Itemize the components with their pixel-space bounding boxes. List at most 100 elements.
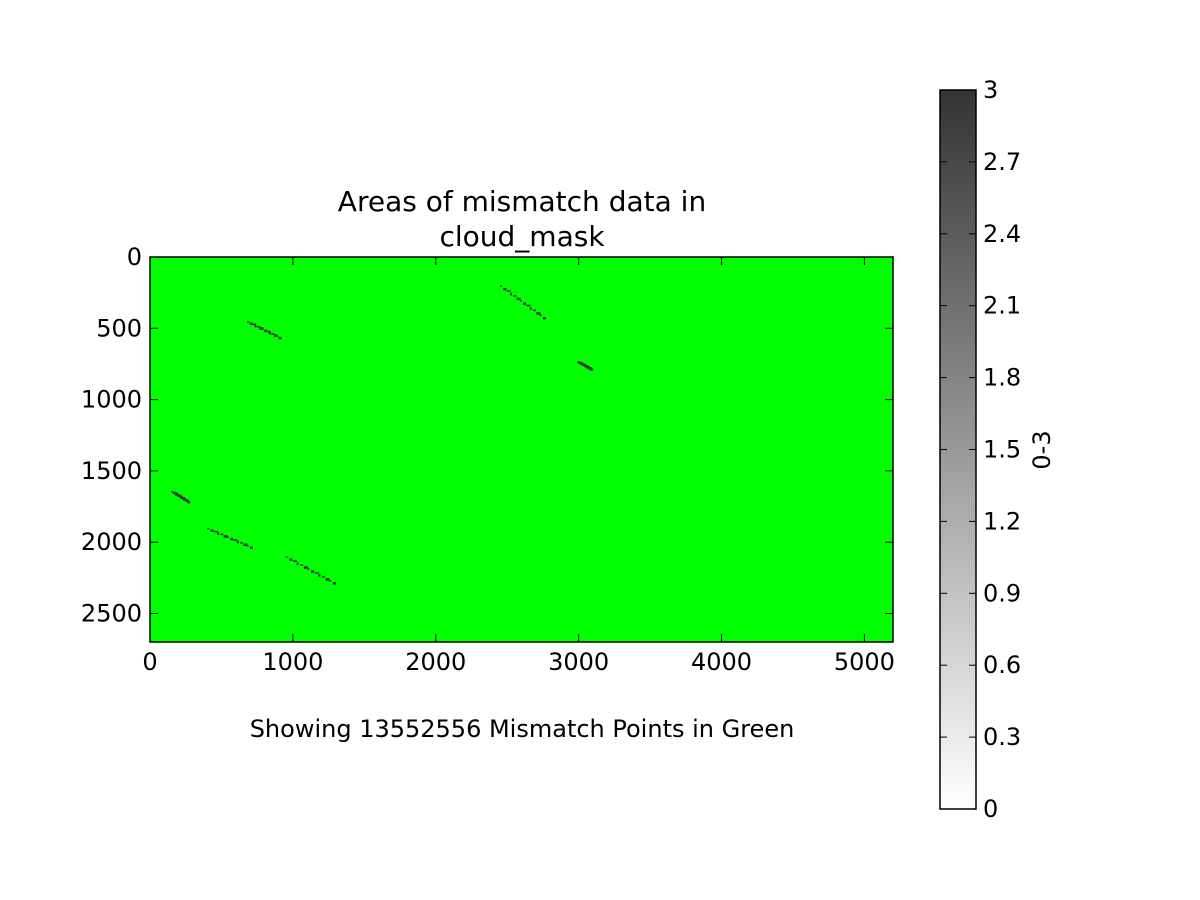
colorbar-tick-label: 0.3 bbox=[983, 723, 1021, 751]
cloud-speck bbox=[247, 321, 250, 323]
cloud-speck bbox=[246, 545, 249, 547]
cloud-speck bbox=[325, 578, 330, 581]
cloud-speck bbox=[526, 304, 531, 307]
y-tick-label: 0 bbox=[127, 243, 142, 271]
cloud-speck bbox=[303, 566, 308, 569]
cloud-speck bbox=[240, 542, 244, 544]
cloud-speck bbox=[207, 527, 210, 530]
cloud-region-cloud-streak-lower-2 bbox=[285, 556, 336, 585]
cloud-speck bbox=[252, 323, 256, 326]
cloud-speck bbox=[213, 530, 218, 533]
chart-title-line-1: Areas of mismatch data in bbox=[338, 185, 706, 218]
cloud-speck bbox=[273, 334, 278, 337]
cloud-speck bbox=[533, 309, 536, 312]
x-tick-label: 3000 bbox=[548, 648, 609, 676]
cloud-speck bbox=[296, 562, 299, 565]
cloud-speck bbox=[519, 300, 522, 302]
cloud-speck bbox=[510, 292, 512, 296]
cloud-speck bbox=[318, 574, 321, 577]
colorbar-label: 0-3 bbox=[1028, 430, 1056, 469]
cloud-speck bbox=[311, 570, 315, 573]
cloud-region-cloud-patch-top bbox=[500, 285, 546, 320]
cloud-speck bbox=[187, 500, 191, 504]
cloud-speck bbox=[500, 285, 503, 287]
cloud-speck bbox=[268, 332, 271, 335]
cloud-speck bbox=[539, 314, 542, 316]
cloud-speck bbox=[223, 535, 228, 538]
cloud-speck bbox=[182, 497, 185, 501]
cloud-speck bbox=[542, 316, 546, 320]
cloud-speck bbox=[183, 498, 187, 500]
cloud-speck bbox=[289, 558, 293, 561]
cloud-speck bbox=[503, 287, 507, 291]
cloud-speck bbox=[181, 497, 186, 499]
cloud-speck bbox=[329, 580, 332, 582]
cloud-speck bbox=[210, 529, 214, 532]
colorbar-tick-label: 0.9 bbox=[983, 579, 1021, 607]
cloud-speck bbox=[256, 326, 260, 328]
cloud-region-cloud-streak-lower-1 bbox=[207, 527, 253, 549]
colorbar-ticks: 0 0.3 0.6 0.9 1.2 1.5 1.8 2.1 2.4 2.7 3 bbox=[940, 76, 1021, 823]
cloud-speck bbox=[529, 307, 532, 310]
plot-area bbox=[149, 256, 894, 643]
x-tick-label: 5000 bbox=[834, 648, 895, 676]
cloud-speck bbox=[271, 333, 275, 335]
cloud-speck bbox=[332, 582, 336, 585]
cloud-speck bbox=[314, 572, 319, 574]
x-tick-label: 2000 bbox=[405, 648, 466, 676]
chart-title-line-2: cloud_mask bbox=[439, 220, 605, 253]
colorbar-tick-label: 1.2 bbox=[983, 507, 1021, 535]
colorbar-tick-label: 0.6 bbox=[983, 651, 1021, 679]
cloud-speck bbox=[536, 312, 541, 315]
cloud-speck bbox=[230, 537, 234, 541]
cloud-speck bbox=[590, 368, 594, 371]
cloud-speck bbox=[278, 336, 282, 340]
x-axis-tick-labels: 0 1000 2000 3000 4000 5000 bbox=[142, 648, 895, 676]
x-tick-label: 4000 bbox=[691, 648, 752, 676]
colorbar-tick-label: 2.4 bbox=[983, 220, 1021, 248]
cloud-speck bbox=[173, 492, 178, 494]
cloud-speck bbox=[220, 533, 224, 536]
cloud-speck bbox=[513, 295, 517, 297]
cloud-speck bbox=[250, 546, 253, 549]
y-axis-tick-labels: 0 500 1000 1500 2000 2500 bbox=[81, 243, 142, 627]
colorbar-tick-label: 1.5 bbox=[983, 436, 1021, 464]
colorbar: 0 0.3 0.6 0.9 1.2 1.5 1.8 2.1 2.4 2.7 3 0-3 bbox=[939, 76, 1056, 823]
cloud-speck bbox=[523, 302, 527, 305]
cloud-speck bbox=[506, 290, 511, 292]
y-tick-label: 2000 bbox=[81, 528, 142, 556]
cloud-region-cloud-patch-mid bbox=[577, 361, 594, 371]
cloud-regions bbox=[171, 285, 594, 585]
cloud-speck bbox=[293, 560, 297, 562]
cloud-speck bbox=[259, 327, 264, 330]
cloud-speck bbox=[254, 324, 257, 328]
cloud-speck bbox=[285, 556, 288, 558]
cloud-region-cloud-streak-left bbox=[171, 490, 191, 504]
colorbar-tick-label: 2.1 bbox=[983, 292, 1021, 320]
x-axis-label: Showing 13552556 Mismatch Points in Gree… bbox=[250, 715, 795, 743]
cloud-speck bbox=[176, 493, 180, 496]
y-tick-label: 1500 bbox=[81, 457, 142, 485]
cloud-speck bbox=[178, 495, 181, 497]
plot-frame bbox=[149, 256, 894, 643]
cloud-speck bbox=[243, 543, 248, 547]
colorbar-tick-label: 1.8 bbox=[983, 364, 1021, 392]
cloud-speck bbox=[226, 536, 229, 538]
cloud-speck bbox=[322, 576, 325, 578]
colorbar-tick-label: 3 bbox=[983, 76, 998, 104]
x-tick-label: 0 bbox=[142, 648, 157, 676]
cloud-speck bbox=[264, 329, 268, 333]
cloud-speck bbox=[307, 568, 310, 570]
colorbar-tick-label: 2.7 bbox=[983, 148, 1021, 176]
x-tick-label: 1000 bbox=[262, 648, 323, 676]
cloud-speck bbox=[516, 297, 521, 301]
cloud-speck bbox=[175, 493, 178, 496]
y-tick-label: 500 bbox=[96, 314, 142, 342]
cloud-speck bbox=[300, 564, 304, 566]
cloud-region-cloud-streak-upper-left bbox=[247, 321, 282, 340]
cloud-speck bbox=[266, 330, 271, 333]
cloud-speck bbox=[236, 540, 239, 544]
cloud-speck bbox=[276, 335, 279, 338]
colorbar-tick-label: 0 bbox=[983, 795, 998, 823]
